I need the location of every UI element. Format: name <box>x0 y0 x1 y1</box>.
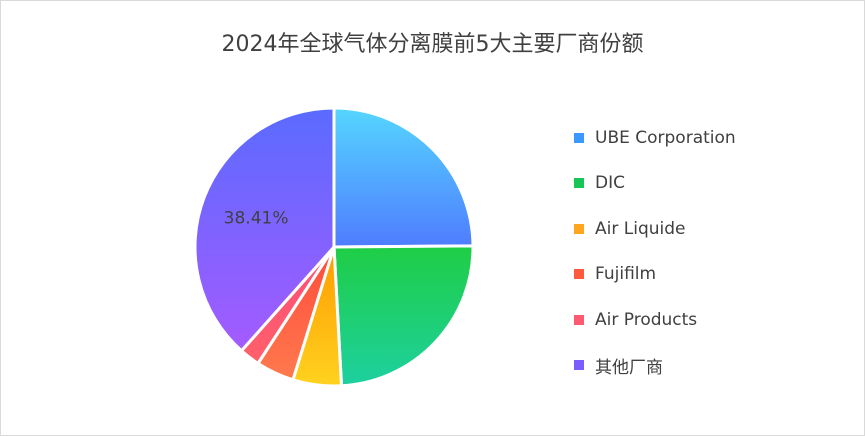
legend-label: UBE Corporation <box>595 127 736 148</box>
legend-swatch <box>574 360 584 371</box>
legend-item: Air Liquide <box>574 206 854 252</box>
pie-slice-dic <box>332 244 475 388</box>
legend-swatch <box>574 223 584 234</box>
legend-swatch <box>574 269 584 280</box>
legend: UBE Corporation DIC Air Liquide Fujifilm Air… <box>574 115 854 388</box>
chart-title: 2024年全球气体分离膜前5大主要厂商份额 <box>221 32 644 57</box>
legend-item: Fujifilm <box>574 252 854 298</box>
legend-label: Air Liquide <box>595 218 686 239</box>
pie-slice-ube-corporation <box>332 106 475 249</box>
data-label: 38.41% <box>224 208 289 228</box>
legend-item: 其他厂商 <box>574 343 854 389</box>
legend-swatch <box>574 132 584 143</box>
legend-label: Air Products <box>595 309 698 330</box>
pie-slice-其他厂商 <box>193 106 336 353</box>
legend-label: DIC <box>595 173 625 194</box>
legend-label: 其他厂商 <box>595 357 663 378</box>
legend-swatch <box>574 178 584 189</box>
legend-swatch <box>574 314 584 325</box>
legend-label: Fujifilm <box>595 264 657 285</box>
legend-item: Air Products <box>574 297 854 343</box>
legend-item: DIC <box>574 161 854 207</box>
legend-item: UBE Corporation <box>574 115 854 161</box>
